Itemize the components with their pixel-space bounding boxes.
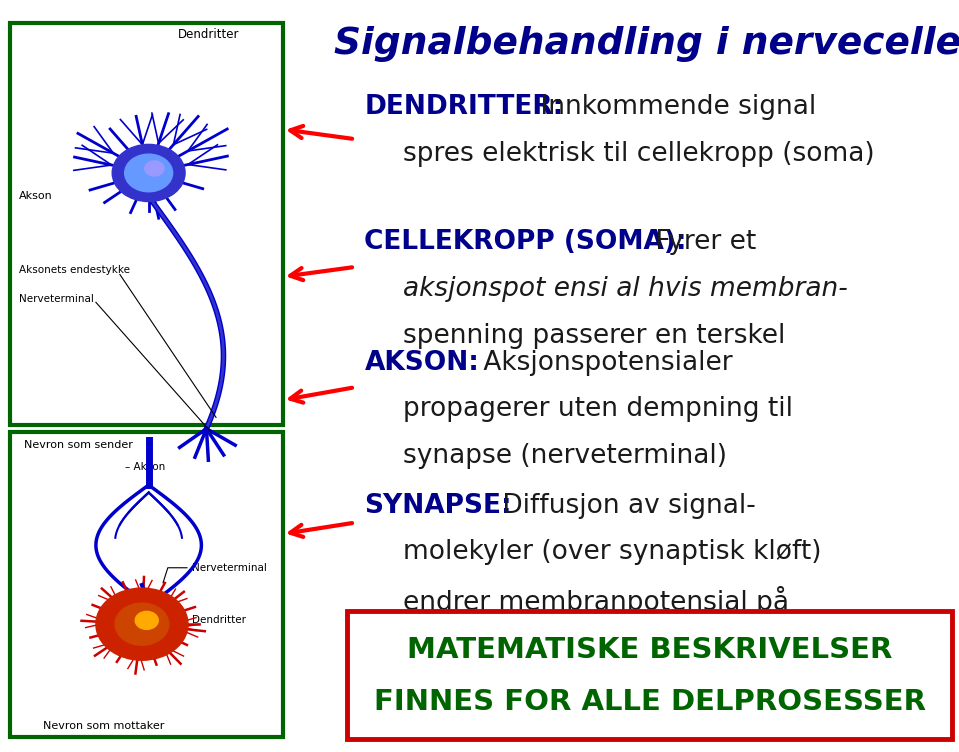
- Text: synapse (nerveterminal): synapse (nerveterminal): [403, 443, 727, 469]
- Text: CELLEKROPP (SOMA):: CELLEKROPP (SOMA):: [364, 229, 687, 256]
- Text: Innkommende signal: Innkommende signal: [532, 94, 816, 120]
- FancyBboxPatch shape: [10, 432, 283, 737]
- Text: Akson: Akson: [19, 191, 53, 202]
- Text: propagerer uten dempning til: propagerer uten dempning til: [403, 396, 793, 423]
- Text: Dendritter: Dendritter: [177, 28, 239, 41]
- Circle shape: [145, 161, 164, 176]
- Text: Nevron som mottaker: Nevron som mottaker: [43, 721, 165, 731]
- Text: Diffusjon av signal-: Diffusjon av signal-: [494, 493, 756, 519]
- Text: Aksjonspotensialer: Aksjonspotensialer: [475, 350, 733, 376]
- Circle shape: [112, 144, 185, 202]
- Text: Nerveterminal: Nerveterminal: [192, 562, 267, 573]
- Text: Dendritter: Dendritter: [192, 615, 246, 626]
- Text: mottakernevronet: mottakernevronet: [403, 632, 641, 659]
- Circle shape: [96, 588, 188, 660]
- Circle shape: [115, 603, 169, 645]
- Text: endrer membranpotensial på: endrer membranpotensial på: [403, 586, 789, 616]
- Circle shape: [125, 154, 173, 192]
- Text: FINNES FOR ALLE DELPROSESSER: FINNES FOR ALLE DELPROSESSER: [374, 688, 925, 716]
- FancyBboxPatch shape: [10, 23, 283, 425]
- Text: spenning passerer en terskel: spenning passerer en terskel: [403, 323, 785, 349]
- Text: Nerveterminal: Nerveterminal: [19, 294, 94, 305]
- Circle shape: [135, 611, 158, 629]
- Text: – Akson: – Akson: [125, 462, 165, 472]
- Text: Fyrer et: Fyrer et: [647, 229, 757, 256]
- Text: Nevron som sender: Nevron som sender: [24, 440, 133, 450]
- Text: DENDRITTER:: DENDRITTER:: [364, 94, 564, 120]
- Text: molekyler (over synaptisk kløft): molekyler (over synaptisk kløft): [403, 539, 821, 566]
- Text: SYNAPSE:: SYNAPSE:: [364, 493, 512, 519]
- Text: aksjonspot ensi al hvis membran-: aksjonspot ensi al hvis membran-: [403, 276, 848, 302]
- Text: spres elektrisk til cellekropp (soma): spres elektrisk til cellekropp (soma): [403, 141, 875, 167]
- Text: AKSON:: AKSON:: [364, 350, 480, 376]
- FancyBboxPatch shape: [347, 611, 952, 739]
- Text: Signalbehandling i nerveceller: Signalbehandling i nerveceller: [334, 26, 959, 62]
- Text: Aksonets endestykke: Aksonets endestykke: [19, 265, 130, 275]
- Text: MATEMATISKE BESKRIVELSER: MATEMATISKE BESKRIVELSER: [407, 636, 893, 665]
